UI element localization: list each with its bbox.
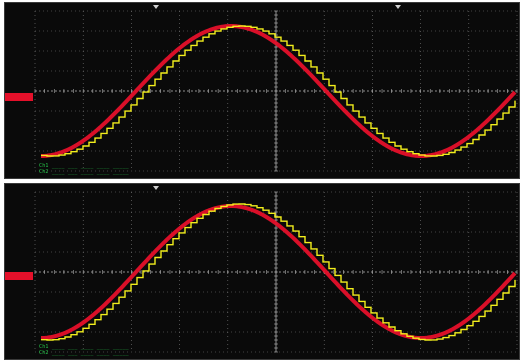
reference-trace (41, 24, 517, 158)
trigger-position-icon (395, 5, 401, 9)
trigger-position-icon (153, 186, 159, 190)
waveform-display-top (34, 10, 518, 172)
status-line: Ch1 ____ ___ ____ ____ _____ (39, 163, 129, 169)
measured-trace (41, 203, 516, 341)
waveform-display-bottom (34, 191, 518, 353)
status-line: Ch2 ____ ___ ____ ____ _____ (39, 169, 129, 175)
reference-trace (41, 204, 517, 340)
status-line: Ch2 ____ ___ ____ ____ _____ (39, 350, 129, 356)
ground-level-marker-icon (5, 93, 33, 101)
trigger-position-icon (153, 5, 159, 9)
ground-level-marker-icon (5, 272, 33, 280)
measured-trace (41, 25, 516, 157)
oscilloscope-panel-bottom: Ch1 ____ ___ ____ ____ _____ Ch2 ____ __… (4, 183, 520, 360)
status-line: Ch1 ____ ___ ____ ____ _____ (39, 344, 129, 350)
oscilloscope-panel-top: Ch1 ____ ___ ____ ____ _____ Ch2 ____ __… (4, 2, 520, 179)
